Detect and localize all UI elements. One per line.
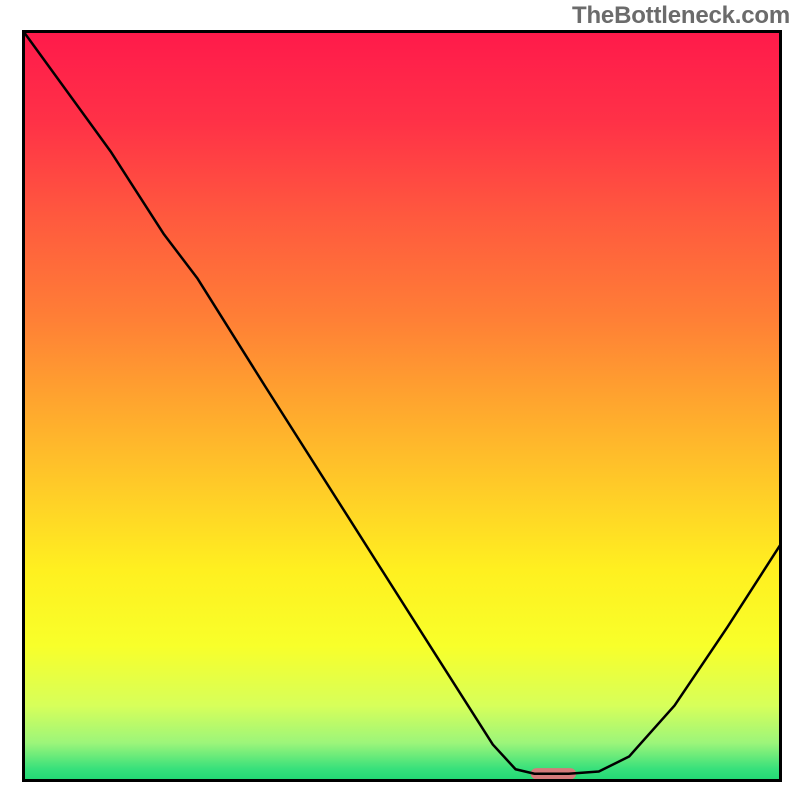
chart-svg	[22, 30, 782, 782]
chart-bg	[24, 32, 781, 781]
plot-area	[22, 30, 782, 782]
watermark-text: TheBottleneck.com	[572, 2, 790, 30]
chart-stage: TheBottleneck.com	[0, 0, 800, 800]
